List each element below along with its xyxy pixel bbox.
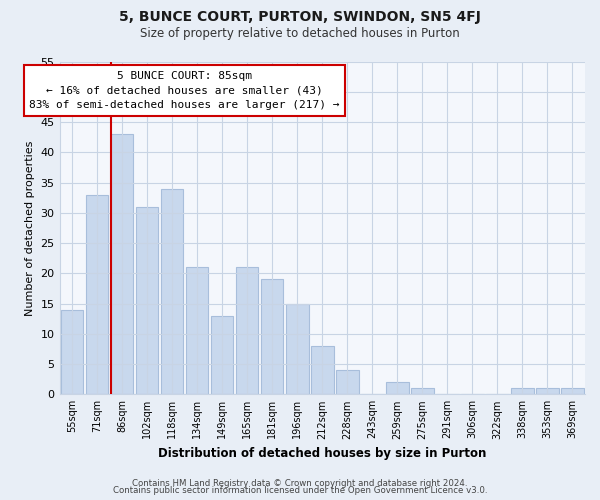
Bar	[211, 316, 233, 394]
Text: Contains public sector information licensed under the Open Government Licence v3: Contains public sector information licen…	[113, 486, 487, 495]
Bar	[536, 388, 559, 394]
Bar	[136, 206, 158, 394]
Text: 5, BUNCE COURT, PURTON, SWINDON, SN5 4FJ: 5, BUNCE COURT, PURTON, SWINDON, SN5 4FJ	[119, 10, 481, 24]
Bar	[311, 346, 334, 395]
Text: Contains HM Land Registry data © Crown copyright and database right 2024.: Contains HM Land Registry data © Crown c…	[132, 478, 468, 488]
Bar	[411, 388, 434, 394]
Bar	[286, 304, 308, 394]
Y-axis label: Number of detached properties: Number of detached properties	[25, 140, 35, 316]
Bar	[111, 134, 133, 394]
Bar	[561, 388, 584, 394]
Text: Size of property relative to detached houses in Purton: Size of property relative to detached ho…	[140, 28, 460, 40]
X-axis label: Distribution of detached houses by size in Purton: Distribution of detached houses by size …	[158, 447, 487, 460]
Bar	[61, 310, 83, 394]
Bar	[261, 280, 283, 394]
Bar	[511, 388, 534, 394]
Bar	[161, 188, 184, 394]
Bar	[86, 194, 109, 394]
Text: 5 BUNCE COURT: 85sqm
← 16% of detached houses are smaller (43)
83% of semi-detac: 5 BUNCE COURT: 85sqm ← 16% of detached h…	[29, 70, 340, 110]
Bar	[386, 382, 409, 394]
Bar	[236, 267, 259, 394]
Bar	[186, 267, 208, 394]
Bar	[336, 370, 359, 394]
